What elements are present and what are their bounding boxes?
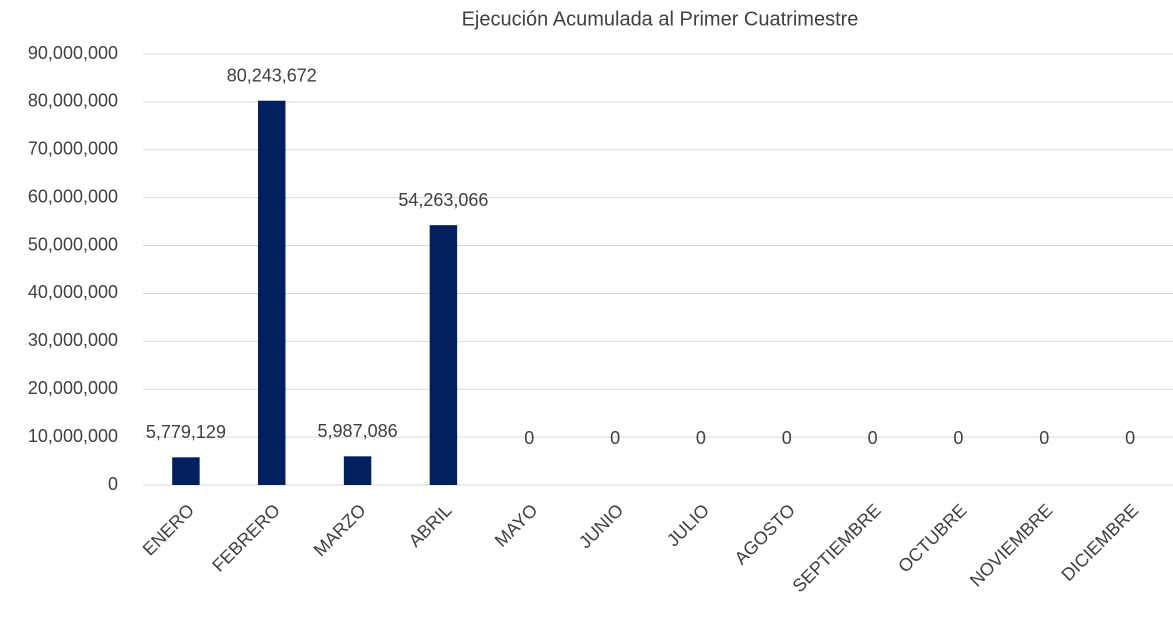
- x-tick-label: ENERO: [139, 500, 198, 559]
- y-tick-label: 20,000,000: [28, 378, 118, 398]
- x-tick-label: DICIEMBRE: [1057, 500, 1142, 585]
- bar: [429, 225, 458, 486]
- data-label: 0: [610, 428, 620, 448]
- y-tick-label: 0: [108, 474, 118, 494]
- x-tick-label: JUNIO: [575, 500, 627, 552]
- data-label: 0: [868, 428, 878, 448]
- y-tick-label: 10,000,000: [28, 426, 118, 446]
- x-tick-label: FEBRERO: [208, 500, 284, 576]
- y-tick-label: 30,000,000: [28, 330, 118, 350]
- data-label: 80,243,672: [227, 65, 317, 85]
- data-label: 0: [524, 428, 534, 448]
- data-label: 5,779,129: [146, 422, 226, 442]
- data-label: 0: [1039, 428, 1049, 448]
- x-tick-label: AGOSTO: [731, 500, 799, 568]
- y-tick-label: 40,000,000: [28, 282, 118, 302]
- chart-title: Ejecución Acumulada al Primer Cuatrimest…: [462, 8, 859, 30]
- x-tick-label: OCTUBRE: [894, 500, 970, 576]
- data-label: 0: [1125, 428, 1135, 448]
- y-tick-label: 70,000,000: [28, 139, 118, 159]
- x-tick-label: MAYO: [491, 500, 542, 551]
- data-label: 54,263,066: [398, 190, 488, 210]
- y-tick-label: 50,000,000: [28, 234, 118, 254]
- data-label: 0: [953, 428, 963, 448]
- x-tick-label: NOVIEMBRE: [966, 500, 1057, 591]
- x-tick-label: ABRIL: [405, 500, 456, 551]
- x-tick-label: SEPTIEMBRE: [789, 500, 885, 596]
- data-label: 0: [782, 428, 792, 448]
- y-tick-label: 80,000,000: [28, 91, 118, 111]
- bar: [258, 100, 286, 485]
- y-tick-label: 60,000,000: [28, 186, 118, 206]
- data-label: 0: [696, 428, 706, 448]
- x-tick-label: MARZO: [310, 500, 370, 560]
- y-tick-label: 90,000,000: [28, 43, 118, 63]
- bar: [172, 457, 200, 485]
- bar: [343, 456, 372, 485]
- x-tick-label: JULIO: [663, 500, 713, 550]
- data-label: 5,987,086: [318, 421, 398, 441]
